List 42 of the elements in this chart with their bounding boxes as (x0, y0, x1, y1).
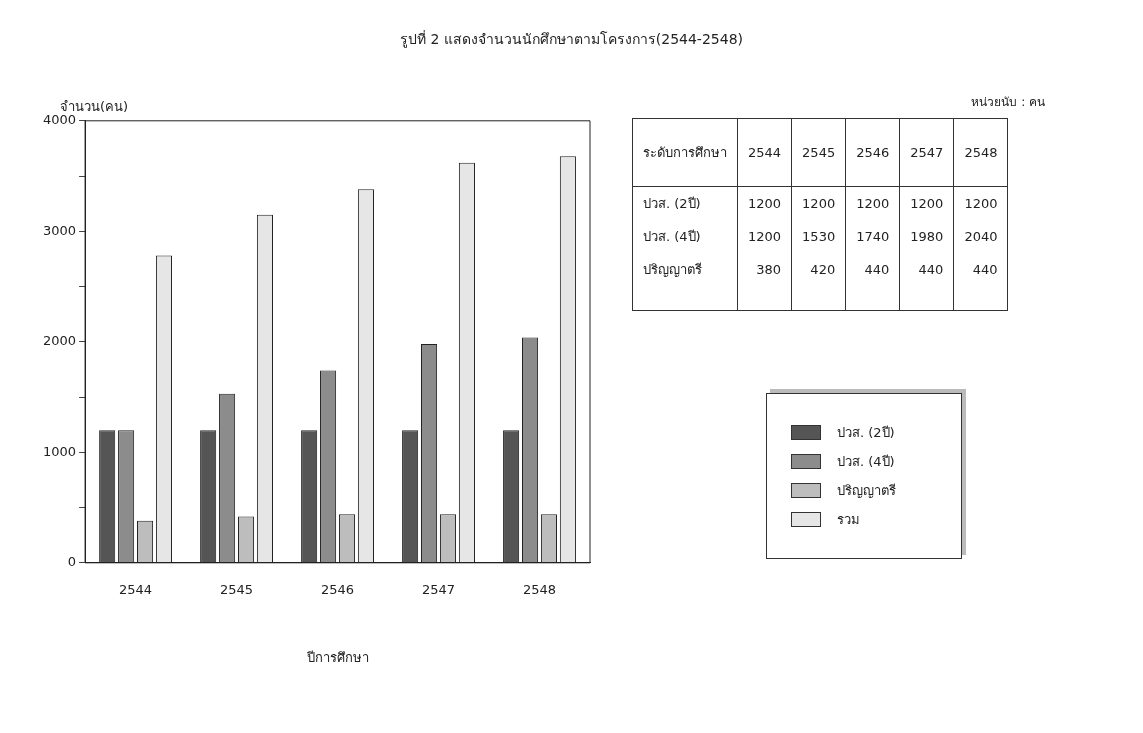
chart-title: รูปที่ 2 แสดงจำนวนนักศึกษาตามโครงการ(2544-2548) (398, 29, 744, 50)
text: ปวส. (2ปี) (643, 196, 701, 211)
x-axis-title: ปีการศึกษา (305, 649, 369, 665)
text: 440 (972, 262, 998, 277)
y-tick-label: 1000 (42, 443, 77, 459)
x-tick-label: 2544 (119, 581, 153, 597)
text: 1530 (802, 229, 836, 244)
text: 1200 (748, 229, 782, 244)
text: 420 (810, 262, 836, 277)
x-tick-label: 2548 (522, 581, 557, 597)
text: 1200 (964, 196, 998, 211)
text: 1980 (910, 229, 944, 244)
text: หน่วยนับ : คน (971, 95, 1045, 109)
category-label: 2545 (802, 145, 836, 160)
y-tick-label: 0 (67, 554, 77, 570)
text: 1740 (856, 229, 890, 244)
text: ระดับการศึกษา (643, 145, 727, 160)
y-axis-title: จำนวน(คน) (60, 98, 129, 115)
text: 1200 (856, 196, 890, 211)
text: ปวส. (4ปี) (643, 229, 701, 244)
y-tick-label: 3000 (42, 222, 77, 238)
text: 440 (918, 262, 944, 277)
y-tick-label: 2000 (42, 333, 77, 349)
category-label: 2544 (748, 145, 782, 160)
text: ปริญญาตรี (643, 262, 702, 277)
legend-label: ปวส. (2ปี) (837, 424, 895, 442)
text: 440 (864, 262, 890, 277)
category-label: 2547 (910, 145, 944, 160)
text: 2040 (964, 229, 998, 244)
legend-label: ปริญญาตรี (837, 482, 896, 500)
x-tick-label: 2546 (321, 581, 355, 597)
x-tick-label: 2545 (220, 581, 254, 597)
text: 1200 (802, 196, 836, 211)
text: 1200 (748, 196, 782, 211)
category-label: 2548 (964, 145, 998, 160)
legend-label: รวม (837, 511, 860, 529)
y-tick-label: 4000 (42, 112, 77, 128)
text: 380 (756, 262, 782, 277)
category-label: 2546 (856, 145, 890, 160)
x-tick-label: 2547 (421, 581, 456, 597)
text: 1200 (910, 196, 944, 211)
legend-label: ปวส. (4ปี) (837, 453, 895, 471)
